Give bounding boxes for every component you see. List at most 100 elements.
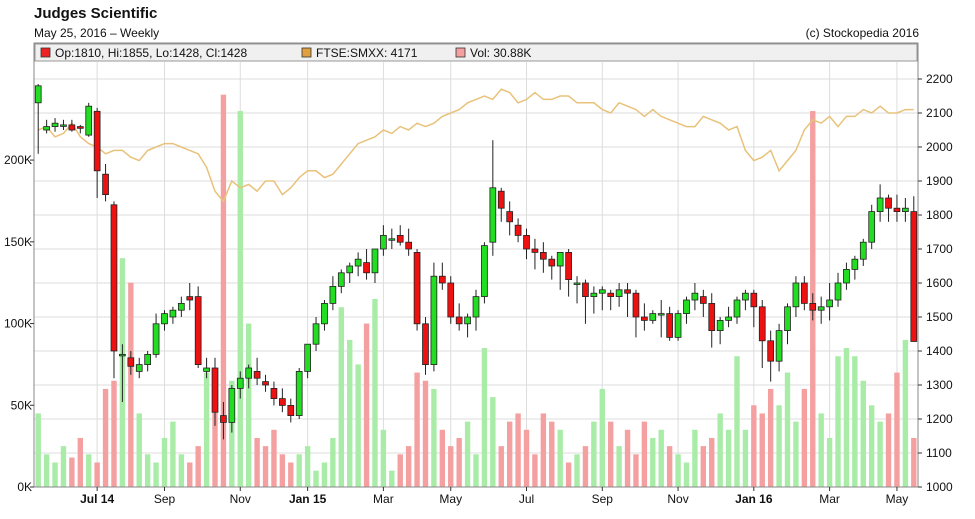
price-tick-label: 1200 — [926, 412, 953, 426]
candlestick — [422, 317, 429, 375]
candle-body — [523, 234, 530, 250]
candle-body — [405, 241, 412, 250]
volume-bar — [523, 429, 530, 487]
candlestick — [624, 283, 631, 317]
candlestick — [464, 313, 471, 338]
candlestick — [203, 357, 210, 379]
volume-tick-label: 0K — [17, 480, 32, 494]
candlestick — [337, 269, 345, 294]
price-tick-label: 1800 — [926, 208, 953, 222]
candlestick — [144, 351, 152, 372]
volume-bar — [776, 405, 782, 487]
candlestick — [876, 184, 884, 222]
candlestick — [506, 201, 514, 236]
volume-bar — [195, 446, 201, 487]
candle-body — [708, 302, 716, 331]
candlestick — [582, 279, 589, 324]
candlestick — [859, 238, 867, 266]
volume-bar — [725, 429, 732, 487]
candle-body — [556, 251, 564, 267]
candle-body — [699, 296, 707, 304]
candle-body — [438, 275, 446, 284]
candle-body — [481, 245, 488, 298]
volume-tick-label: 150K — [4, 235, 32, 249]
candle-body — [615, 289, 623, 297]
candlestick — [885, 194, 892, 222]
candle-body — [93, 110, 101, 172]
volume-bar — [574, 454, 580, 487]
candle-body — [228, 387, 236, 423]
candle-body — [885, 197, 892, 209]
volume-bar — [818, 413, 824, 487]
candle-body — [236, 377, 244, 389]
candlestick — [615, 283, 623, 307]
time-tick-label: Nov — [230, 492, 251, 506]
price-tick-label: 2200 — [926, 72, 953, 86]
volume-bar — [170, 421, 176, 487]
candlestick — [102, 164, 109, 202]
candlestick — [236, 371, 244, 399]
candlestick — [674, 310, 682, 341]
volume-bar — [279, 454, 286, 487]
volume-bar — [692, 429, 698, 487]
time-tick-label: Sep — [592, 492, 614, 506]
candle-body — [767, 340, 775, 362]
candlestick — [523, 228, 530, 260]
volume-bar — [330, 437, 336, 487]
candlestick — [716, 317, 724, 345]
candle-body — [337, 272, 345, 287]
candlestick — [51, 118, 59, 132]
candlestick — [413, 249, 421, 331]
candlestick — [843, 262, 850, 290]
volume-bar — [245, 323, 252, 487]
candlestick — [68, 119, 76, 132]
volume-bar — [347, 339, 353, 487]
legend: Op:1810, Hi:1855, Lo:1428, Cl:1428 FTSE:… — [34, 43, 918, 62]
volume-bar — [397, 454, 403, 487]
candlestick — [641, 303, 648, 331]
candlestick — [826, 283, 833, 321]
volume-bar — [591, 421, 597, 487]
candle-body — [464, 316, 471, 325]
candle-body — [422, 323, 429, 365]
price-tick-label: 2100 — [926, 106, 953, 120]
volume-bar — [187, 462, 193, 487]
candle-body — [775, 330, 783, 362]
candle-body — [76, 126, 84, 129]
candle-body — [135, 364, 143, 372]
volume-bar — [675, 454, 681, 487]
candlestick — [321, 300, 328, 331]
candlestick — [792, 276, 800, 317]
candlestick — [733, 296, 741, 324]
candle-body — [177, 302, 185, 311]
candle-body — [641, 316, 648, 321]
candlestick — [287, 398, 295, 423]
volume-bar — [212, 405, 218, 487]
candle-body — [868, 211, 876, 243]
volume-bar — [498, 446, 504, 487]
volume-bar — [742, 429, 749, 487]
candlestick — [93, 107, 101, 198]
volume-bar — [456, 437, 462, 487]
candle-body — [859, 241, 867, 260]
volume-bar — [481, 348, 488, 487]
candle-body — [649, 313, 657, 321]
candlestick — [152, 313, 160, 358]
volume-bar — [380, 429, 387, 487]
candle-body — [657, 313, 665, 316]
candlestick — [371, 248, 379, 283]
candlestick — [346, 262, 354, 283]
time-tick-label: Jan 15 — [289, 492, 327, 506]
volume-bar — [784, 372, 791, 487]
volume-bar — [144, 454, 151, 487]
candle-body — [186, 296, 194, 301]
candle-body — [127, 357, 135, 367]
volume-bar — [271, 429, 277, 487]
volume-bar — [826, 437, 833, 487]
candlestick — [447, 276, 455, 324]
candlestick — [699, 289, 707, 317]
candle-body — [792, 282, 800, 308]
candlestick — [497, 187, 505, 222]
candle-body — [834, 282, 842, 301]
price-tick-label: 1000 — [926, 480, 953, 494]
